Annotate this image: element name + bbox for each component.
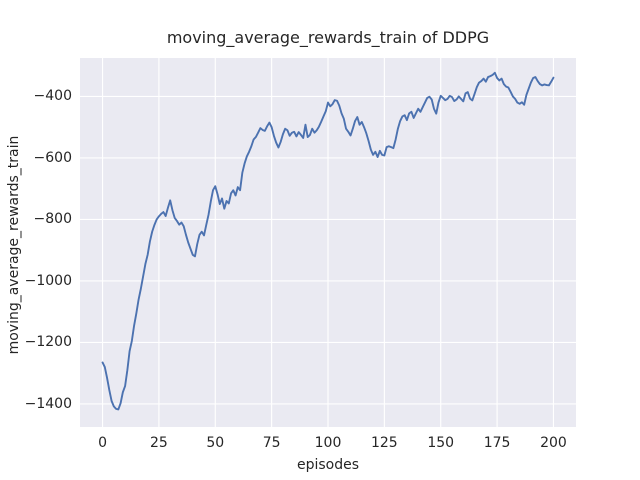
y-axis-label: moving_average_rewards_train (6, 135, 22, 355)
y-tick-label: −800 (33, 211, 72, 228)
y-tick-label: −1000 (24, 272, 72, 289)
x-tick-label: 0 (98, 435, 107, 451)
x-tick-label: 25 (149, 435, 168, 451)
x-tick-label: 75 (262, 435, 281, 451)
x-axis-label: episodes (296, 457, 360, 473)
x-tick-label: 175 (483, 435, 511, 451)
x-tick-label: 200 (540, 435, 567, 451)
y-tick-label: −600 (33, 149, 72, 166)
x-tick-label: 125 (370, 435, 398, 451)
y-tick-label: −400 (33, 88, 72, 105)
reward-line-series (101, 71, 555, 411)
chart-title: moving_average_rewards_train of DDPG (166, 28, 490, 47)
grid-lines (80, 58, 576, 427)
y-tick-label: −1200 (24, 334, 72, 351)
x-tick-label: 100 (314, 435, 342, 451)
y-tick-label: −1400 (24, 395, 72, 412)
x-tick-label: 150 (427, 435, 455, 451)
x-tick-label: 50 (206, 435, 225, 451)
